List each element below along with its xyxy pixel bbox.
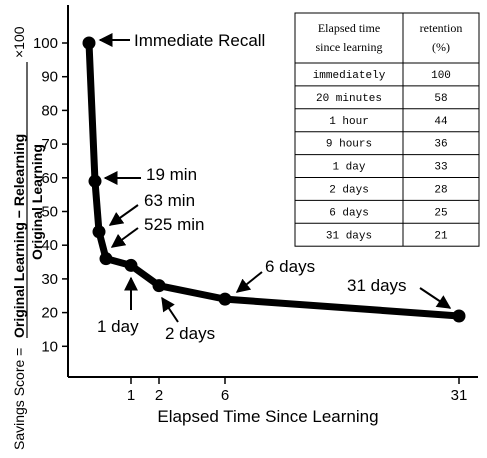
data-point-4 [124,258,138,272]
series-line [85,39,463,320]
annotation-525-min: 525 min [144,215,204,234]
table-header: Elapsed time [318,21,380,35]
arrow-6days [235,271,263,293]
table-cell: 58 [434,93,447,105]
retention-table: Elapsed time since learning retention (%) im… [294,12,480,247]
annotation-19-min: 19 min [146,165,197,184]
table-cell: 21 [434,230,448,242]
x-tick-label: 1 [127,387,135,404]
arrow-2days [161,296,179,323]
data-point-0 [82,36,96,50]
y-tick-label: 70 [41,136,58,153]
arrow-31days [419,287,452,309]
table-cell: 28 [434,185,447,197]
y-tick-label: 60 [41,170,58,187]
table-cell: 9 hours [326,139,372,151]
table-cell: immediately [313,70,386,82]
annotation-2-days: 2 days [165,324,215,343]
data-point-6 [218,292,232,306]
arrow-525min [110,227,139,248]
data-point-3 [99,252,113,266]
table-cell: 31 days [326,230,372,242]
data-point-5 [152,279,166,293]
data-point-1 [88,174,102,188]
annotation-1-day: 1 day [97,317,139,336]
table-border [294,12,480,247]
arrow-63min [108,204,139,226]
data-point-2 [92,225,106,239]
table-cell: 1 hour [329,116,369,128]
table-cell: 20 minutes [316,93,382,105]
table-header: since learning [316,40,383,54]
y-tick-label: 40 [41,237,58,254]
annotation-6-days: 6 days [265,257,315,276]
y-tick-label: 90 [41,69,58,86]
table-cell: 1 day [332,162,365,174]
y-tick-label: 100 [33,35,58,52]
x-tick-label: 2 [155,387,163,404]
y-label-numerator: Original Learning − Relearning [11,134,27,338]
y-label-multiplier: ×100 [11,26,27,58]
y-tick-label: 20 [41,305,58,322]
x-axis-title: Elapsed Time Since Learning [157,407,378,426]
table-cell: 25 [434,207,447,219]
table-cell: 100 [431,70,451,82]
data-point-7 [452,309,466,323]
table-cell: 36 [434,139,447,151]
table-cell: 44 [434,116,448,128]
table-cell: 6 days [329,207,369,219]
y-tick-label: 10 [41,338,58,355]
annotation-31-days: 31 days [347,276,407,295]
annotation-immediate-recall: Immediate Recall [134,31,265,50]
table-header: retention [420,21,463,35]
table-cell: 2 days [329,185,369,197]
table-cell: 33 [434,162,447,174]
x-tick-label: 31 [451,387,468,404]
y-ticks: 10 20 30 40 50 60 70 80 90 100 [33,35,68,355]
y-tick-label: 80 [41,102,58,119]
y-tick-label: 50 [41,204,58,221]
data-points [82,36,466,323]
y-tick-label: 30 [41,271,58,288]
annotation-63-min: 63 min [144,191,195,210]
y-label-prefix: Savings Score = [11,348,27,450]
y-label-denominator: Original Learning [29,144,45,260]
x-tick-label: 6 [221,387,229,404]
y-axis-title: Savings Score = Original Learning − Rele… [11,26,45,450]
annotations: Immediate Recall 19 min 63 min 525 min 1… [97,31,452,343]
x-ticks: 1 2 6 31 [127,377,468,404]
table-header: (%) [432,40,450,54]
